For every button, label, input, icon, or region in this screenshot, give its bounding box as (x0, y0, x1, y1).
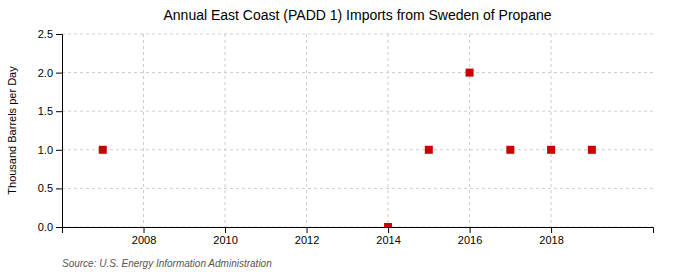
point (425, 146, 433, 154)
x-tick-mark (388, 227, 389, 233)
y-tick: 2.5 (38, 28, 62, 40)
y-tick: 1.0 (38, 144, 62, 156)
grid-line-x (551, 34, 552, 227)
x-tick-label: 2008 (132, 234, 156, 246)
x-tick-label: 2010 (213, 234, 237, 246)
x-tick-label: 2014 (376, 234, 400, 246)
y-tick-label: 0.0 (38, 221, 53, 233)
point (384, 223, 392, 227)
title: Annual East Coast (PADD 1) Imports from … (163, 7, 551, 23)
grid-line-y (62, 149, 653, 150)
grid-line-x (143, 34, 144, 227)
x-axis: 2008 2010 2012 2014 2016 2018 (63, 227, 654, 246)
y-axis: 0.0 0.5 1.0 1.5 2.0 2.5 (38, 28, 63, 233)
grid (62, 34, 653, 227)
y-tick-mark (56, 227, 62, 228)
y-tick-label: 1.0 (38, 144, 53, 156)
y-tick: 0.0 (38, 221, 62, 233)
x-tick-mark (307, 227, 308, 233)
grid-line-x (388, 34, 389, 227)
y-tick: 0.5 (38, 182, 62, 194)
grid-line-y (62, 188, 653, 189)
grid-line-x (225, 34, 226, 227)
x-tick: 2018 (539, 227, 563, 246)
source: Source: U.S. Energy Information Administ… (62, 258, 272, 269)
y-tick-label: 2.5 (38, 28, 53, 40)
y-tick-label: 0.5 (38, 182, 53, 194)
point (99, 146, 107, 154)
grid-line-x (469, 34, 470, 227)
x-tick-mark (225, 227, 226, 233)
chart: 2008 2010 2012 2014 2016 2018 0.0 0.5 1.0 1.5 2.0 2… (0, 0, 675, 275)
grid-line-x (306, 34, 307, 227)
x-tick: 2008 (132, 227, 156, 246)
y-axis-label: Thousand Barrels per Day (6, 66, 18, 195)
y-tick: 2.0 (38, 67, 62, 79)
x-tick-label: 2016 (458, 234, 482, 246)
y-tick: 1.5 (38, 105, 62, 117)
y-tick-mark (56, 150, 62, 151)
x-tick: 2010 (213, 227, 237, 246)
y-axis-line (56, 35, 63, 228)
x-tick-mark (144, 227, 145, 233)
point (588, 146, 596, 154)
y-tick-label: 1.5 (38, 105, 53, 117)
x-tick: 2016 (458, 227, 482, 246)
plot-area: 2008 2010 2012 2014 2016 2018 0.0 0.5 1.0 1.5 2.0 2… (38, 28, 654, 246)
x-tick-mark (470, 227, 471, 233)
y-tick-mark (56, 34, 62, 35)
marks (99, 69, 596, 227)
y-tick-label: 2.0 (38, 67, 53, 79)
x-tick: 2012 (295, 227, 319, 246)
x-tick: 2014 (376, 227, 400, 246)
point (466, 69, 474, 77)
y-tick-mark (56, 111, 62, 112)
x-tick-label: 2018 (539, 234, 563, 246)
point (547, 146, 555, 154)
point (506, 146, 514, 154)
y-tick-mark (56, 188, 62, 189)
x-axis-line (63, 228, 654, 234)
grid-line-y (62, 72, 653, 73)
grid-line-y (62, 34, 653, 35)
x-tick-label: 2012 (295, 234, 319, 246)
x-tick-mark (551, 227, 552, 233)
grid-line-y (62, 111, 653, 112)
y-tick-mark (56, 73, 62, 74)
